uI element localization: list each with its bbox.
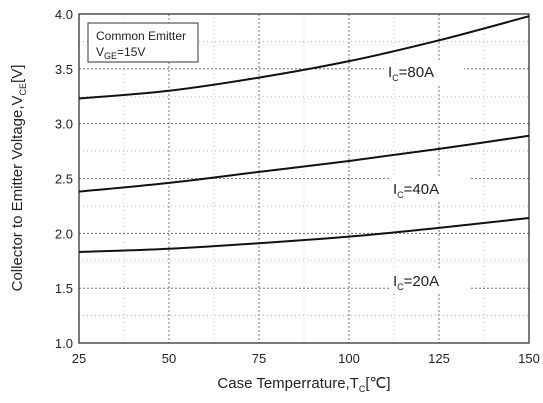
curve-label-80a-rest: =80A bbox=[399, 64, 434, 81]
plot-area-frame bbox=[78, 13, 530, 344]
legend-box bbox=[87, 22, 199, 63]
x-axis-title: Case Temperrature,TC[℃] bbox=[217, 375, 390, 394]
y-tick-label: 1.5 bbox=[55, 281, 73, 296]
curve-label-40a: IC=40A bbox=[393, 181, 439, 200]
x-tick-label: 150 bbox=[518, 351, 540, 366]
legend-vge-value: =15V bbox=[117, 45, 145, 59]
x-axis-title-unit: [℃] bbox=[365, 375, 390, 392]
curve-label-20a-main: I bbox=[393, 273, 397, 290]
y-axis-title-sub: CE bbox=[18, 83, 28, 96]
x-tick-label: 25 bbox=[72, 351, 86, 366]
x-tick-label: 100 bbox=[338, 351, 360, 366]
curve-label-80a: IC=80A bbox=[388, 64, 434, 83]
y-tick-label: 1.0 bbox=[55, 336, 73, 351]
legend-line-2: VGE=15V bbox=[96, 45, 145, 61]
curve-label-40a-sub: C bbox=[397, 190, 404, 200]
series-line-ic-80a bbox=[78, 15, 530, 100]
curve-label-20a-sub: C bbox=[397, 282, 404, 292]
x-tick-label: 75 bbox=[252, 351, 266, 366]
legend-vge-main: V bbox=[96, 45, 104, 59]
curve-label-40a-rest: =40A bbox=[404, 181, 439, 198]
x-axis-title-sub: C bbox=[359, 384, 366, 394]
curve-labels: IC=80A IC=40A IC=20A bbox=[384, 60, 469, 293]
series-layer bbox=[78, 15, 530, 253]
legend: Common Emitter VGE=15V bbox=[87, 22, 199, 63]
curve-label-80a-sub: C bbox=[392, 73, 399, 83]
curve-label-80a-main: I bbox=[388, 64, 392, 81]
y-tick-labels: 1.0 1.5 2.0 2.5 3.0 3.5 4.0 bbox=[55, 7, 73, 351]
y-axis-title: Collector to Emitter Voltage,VCE[V] bbox=[9, 65, 28, 292]
y-tick-label: 3.5 bbox=[55, 62, 73, 77]
legend-vge-sub: GE bbox=[104, 51, 117, 61]
x-tick-label: 50 bbox=[162, 351, 176, 366]
curve-label-20a-rest: =20A bbox=[404, 273, 439, 290]
x-axis-title-main: Case Temperrature,T bbox=[217, 375, 358, 392]
y-tick-label: 2.0 bbox=[55, 226, 73, 241]
series-line-ic-20a bbox=[78, 216, 530, 253]
curve-label-20a-bg bbox=[389, 269, 469, 293]
curve-label-20a: IC=20A bbox=[393, 273, 439, 292]
x-tick-label: 125 bbox=[428, 351, 450, 366]
y-axis-title-main: Collector to Emitter Voltage,V bbox=[9, 95, 26, 291]
y-tick-label: 3.0 bbox=[55, 117, 73, 132]
curve-label-40a-bg bbox=[389, 177, 469, 201]
y-axis-title-unit: [V] bbox=[9, 65, 26, 83]
y-tick-label: 4.0 bbox=[55, 7, 73, 22]
y-tick-label: 2.5 bbox=[55, 172, 73, 187]
series-line-ic-40a bbox=[78, 134, 530, 193]
curve-label-80a-bg bbox=[384, 60, 464, 84]
legend-line-1: Common Emitter bbox=[96, 29, 186, 43]
x-tick-labels: 25 50 75 100 125 150 bbox=[72, 351, 540, 366]
curve-label-40a-main: I bbox=[393, 181, 397, 198]
